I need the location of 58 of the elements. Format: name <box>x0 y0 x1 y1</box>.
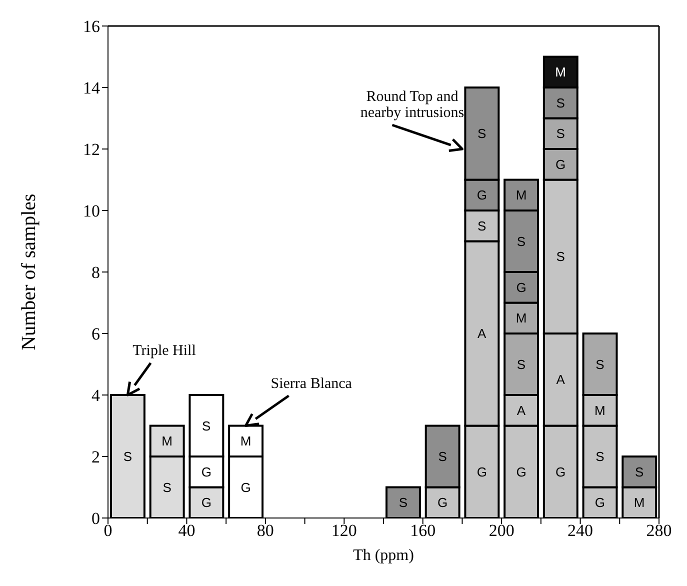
data-label: M <box>516 188 527 203</box>
y-tick-label: 4 <box>92 386 100 406</box>
y-tick-label: 0 <box>92 509 100 528</box>
data-label: S <box>438 449 448 464</box>
data-label: G <box>476 188 487 203</box>
data-label: S <box>556 249 566 264</box>
data-label: G <box>476 464 487 480</box>
data-label: G <box>437 495 448 510</box>
data-label: S <box>398 495 408 510</box>
data-label: M <box>240 434 252 449</box>
annotation: Round Top and nearby intrusions <box>360 89 464 121</box>
data-label: S <box>516 356 526 372</box>
annotation: Triple Hill <box>132 343 196 359</box>
data-label: G <box>556 464 566 480</box>
data-label: M <box>555 64 566 80</box>
data-label: G <box>240 480 251 495</box>
y-axis-title: Number of samples <box>18 193 40 350</box>
data-label: G <box>201 464 212 480</box>
y-tick-label: 16 <box>83 17 100 36</box>
data-label: S <box>162 480 172 495</box>
data-label: S <box>478 126 487 142</box>
y-tick-label: 14 <box>83 78 100 98</box>
data-label: A <box>478 326 487 341</box>
data-label: A <box>556 372 566 388</box>
data-label: S <box>202 418 212 434</box>
x-tick-label: 280 <box>646 521 672 540</box>
data-label: S <box>516 234 526 249</box>
annotation: Sierra Blanca <box>270 376 352 392</box>
x-tick-label: 240 <box>568 521 594 540</box>
data-label: G <box>201 495 212 510</box>
data-label: S <box>556 95 566 110</box>
x-tick-label: 0 <box>104 521 112 540</box>
data-label: G <box>516 464 526 480</box>
data-label: M <box>594 402 606 418</box>
data-label: S <box>123 449 132 464</box>
data-label: G <box>556 156 566 172</box>
y-tick-label: 10 <box>83 202 100 221</box>
data-label: G <box>516 280 526 295</box>
data-label: S <box>634 464 644 480</box>
y-tick-label: 12 <box>83 140 100 160</box>
x-tick-label: 160 <box>410 521 436 540</box>
data-label: M <box>634 495 645 510</box>
data-label: S <box>556 126 566 142</box>
data-label: M <box>516 310 527 326</box>
data-label: S <box>596 449 605 464</box>
data-label: A <box>516 402 526 418</box>
data-label: G <box>594 495 606 510</box>
x-tick-label: 120 <box>331 521 357 540</box>
y-tick-label: 8 <box>92 263 100 282</box>
x-tick-label: 80 <box>256 521 274 540</box>
x-tick-label: 200 <box>488 521 514 540</box>
data-label: S <box>478 218 487 234</box>
x-tick-label: 40 <box>178 521 196 540</box>
y-tick-label: 2 <box>92 448 100 467</box>
x-axis-title: Th (ppm) <box>353 547 414 564</box>
y-tick-label: 6 <box>92 324 100 344</box>
data-label: M <box>162 434 172 449</box>
data-label: S <box>596 356 605 372</box>
